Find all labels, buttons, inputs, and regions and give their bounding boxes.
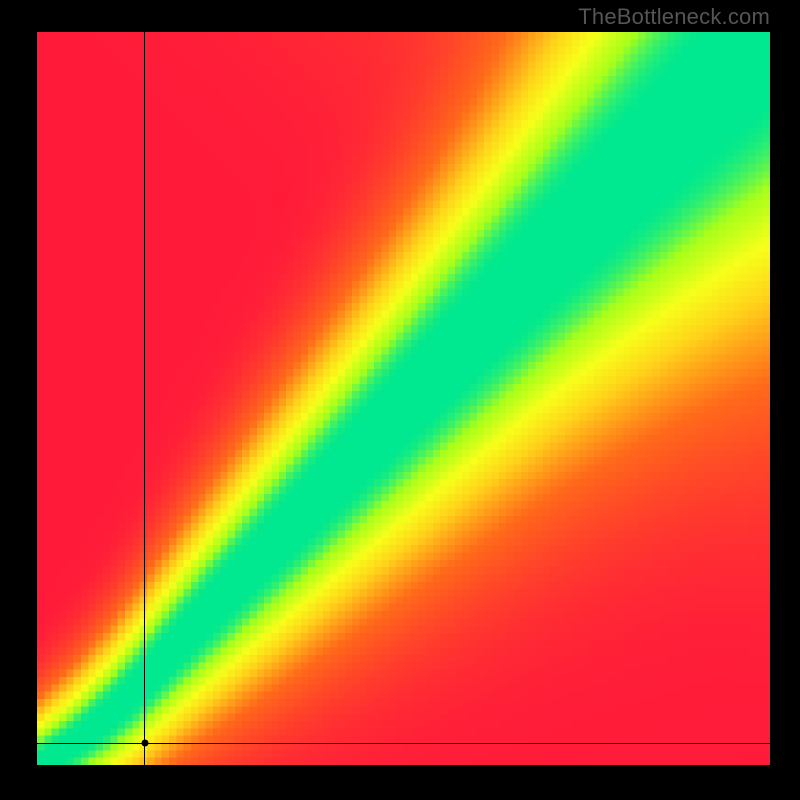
heatmap-plot-area: [37, 32, 770, 765]
bottleneck-heatmap-canvas: [37, 32, 770, 765]
page-root: TheBottleneck.com: [0, 0, 800, 800]
vertical-guide-line: [144, 32, 145, 765]
watermark-text: TheBottleneck.com: [578, 4, 770, 30]
marker-point-icon: [141, 740, 148, 747]
